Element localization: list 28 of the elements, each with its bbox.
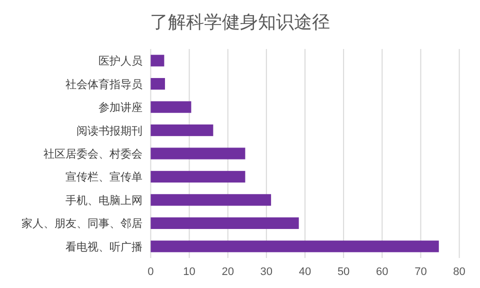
bar xyxy=(150,217,299,229)
y-tick-label: 家人、朋友、同事、邻居 xyxy=(22,217,143,230)
y-tick-label: 社区居委会、村委会 xyxy=(44,148,143,160)
chart-title: 了解科学健身知识途径 xyxy=(150,12,330,32)
x-tick-label: 10 xyxy=(183,266,196,278)
y-tick-label: 看电视、听广播 xyxy=(66,240,143,254)
bar xyxy=(150,124,214,136)
x-tick-label: 80 xyxy=(453,266,466,278)
y-tick-label: 医护人员 xyxy=(98,54,143,68)
y-tick-label: 宣传栏、宣传单 xyxy=(66,170,143,184)
bar xyxy=(150,194,272,206)
x-tick-label: 50 xyxy=(337,266,350,278)
x-tick-label: 20 xyxy=(222,266,234,278)
x-tick-label: 0 xyxy=(148,266,154,278)
y-tick-label: 社会体育指导员 xyxy=(66,78,143,91)
x-tick-label: 60 xyxy=(376,266,388,278)
y-tick-label: 参加讲座 xyxy=(98,101,143,114)
bar xyxy=(150,78,165,90)
bar xyxy=(150,54,164,66)
bar xyxy=(150,101,192,113)
y-tick-label: 阅读书报期刊 xyxy=(76,124,143,138)
bar xyxy=(150,170,246,183)
x-tick-label: 70 xyxy=(414,266,427,278)
y-tick-label: 手机、电脑上网 xyxy=(66,194,143,207)
x-tick-label: 40 xyxy=(298,266,312,278)
bar xyxy=(150,240,439,252)
bar xyxy=(150,148,246,160)
x-tick-label: 30 xyxy=(260,266,273,278)
